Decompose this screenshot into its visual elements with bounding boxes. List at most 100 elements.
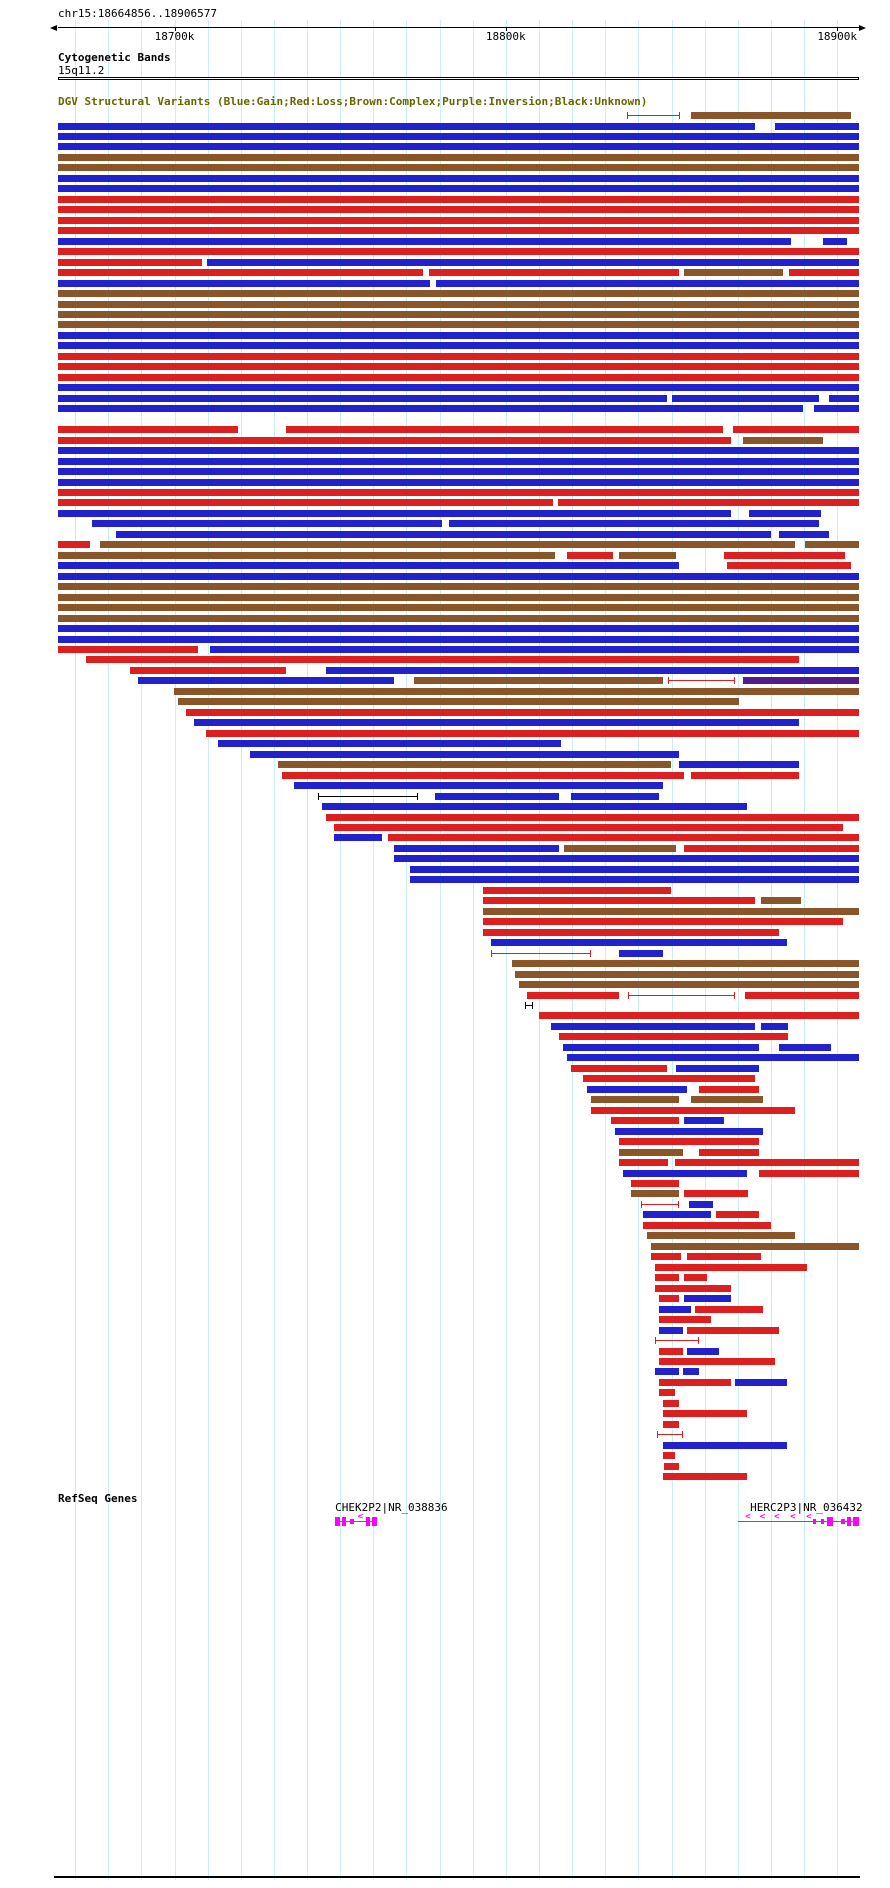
variant-bar[interactable]	[618, 949, 663, 957]
variant-bar[interactable]	[490, 939, 787, 947]
variant-bar[interactable]	[684, 1295, 731, 1303]
variant-bar[interactable]	[676, 1064, 759, 1072]
variant-bar[interactable]	[174, 687, 859, 695]
variant-bar[interactable]	[58, 468, 859, 475]
variant-bar[interactable]	[657, 1431, 683, 1439]
variant-bar[interactable]	[58, 300, 859, 308]
variant-bar[interactable]	[686, 1253, 762, 1261]
variant-bar[interactable]	[564, 844, 677, 852]
variant-bar[interactable]	[58, 237, 791, 245]
variant-bar[interactable]	[662, 1399, 679, 1407]
variant-bar[interactable]	[684, 844, 859, 852]
variant-bar[interactable]	[482, 918, 843, 926]
variant-bar[interactable]	[326, 813, 859, 821]
variant-bar[interactable]	[58, 122, 755, 130]
variant-bar[interactable]	[178, 698, 739, 706]
variant-bar[interactable]	[658, 1357, 775, 1365]
variant-bar[interactable]	[658, 1326, 683, 1334]
variant-bar[interactable]	[814, 405, 859, 413]
gene-exon[interactable]	[813, 1519, 817, 1524]
variant-bar[interactable]	[686, 1326, 779, 1334]
variant-bar[interactable]	[58, 143, 859, 151]
variant-bar[interactable]	[804, 541, 859, 549]
variant-bar[interactable]	[650, 1242, 859, 1250]
variant-bar[interactable]	[490, 949, 591, 957]
variant-bar[interactable]	[761, 1022, 789, 1030]
variant-bar[interactable]	[628, 991, 735, 999]
variant-bar[interactable]	[526, 991, 619, 999]
variant-bar[interactable]	[658, 1295, 679, 1303]
variant-bar[interactable]	[698, 1085, 759, 1093]
gene-exon[interactable]	[840, 1519, 845, 1524]
variant-bar[interactable]	[630, 1179, 679, 1187]
variant-bar[interactable]	[58, 279, 430, 287]
variant-bar[interactable]	[58, 310, 859, 318]
variant-bar[interactable]	[658, 1389, 675, 1397]
variant-bar[interactable]	[206, 729, 859, 737]
variant-bar[interactable]	[334, 824, 843, 831]
gene-exon[interactable]	[372, 1517, 377, 1526]
variant-bar[interactable]	[58, 593, 859, 601]
variant-bar[interactable]	[618, 1148, 683, 1156]
variant-bar[interactable]	[58, 269, 423, 277]
variant-bar[interactable]	[434, 792, 559, 800]
variant-bar[interactable]	[210, 646, 859, 653]
variant-bar[interactable]	[58, 363, 859, 371]
variant-bar[interactable]	[684, 269, 783, 277]
variant-bar[interactable]	[668, 677, 735, 685]
variant-bar[interactable]	[823, 237, 847, 245]
variant-bar[interactable]	[662, 1441, 787, 1449]
variant-bar[interactable]	[58, 248, 859, 256]
variant-bar[interactable]	[694, 1305, 763, 1313]
variant-bar[interactable]	[654, 1337, 699, 1344]
variant-bar[interactable]	[689, 1200, 714, 1208]
variant-bar[interactable]	[646, 1232, 795, 1240]
variant-bar[interactable]	[828, 394, 859, 402]
gene-exon[interactable]	[847, 1517, 851, 1526]
variant-bar[interactable]	[788, 269, 859, 277]
variant-bar[interactable]	[658, 1316, 711, 1324]
variant-bar[interactable]	[58, 604, 859, 612]
variant-bar[interactable]	[58, 331, 859, 339]
variant-bar[interactable]	[394, 844, 559, 852]
variant-bar[interactable]	[654, 1263, 807, 1271]
variant-bar[interactable]	[318, 792, 419, 800]
variant-bar[interactable]	[428, 269, 679, 277]
gene-exon[interactable]	[852, 1517, 859, 1526]
gene-exon[interactable]	[820, 1519, 824, 1524]
variant-bar[interactable]	[654, 1368, 679, 1376]
variant-bar[interactable]	[662, 1410, 747, 1418]
variant-bar[interactable]	[436, 279, 859, 287]
variant-bar[interactable]	[745, 991, 859, 999]
variant-bar[interactable]	[630, 1190, 679, 1198]
variant-bar[interactable]	[58, 206, 859, 214]
variant-bar[interactable]	[618, 551, 677, 559]
variant-bar[interactable]	[394, 855, 859, 863]
variant-bar[interactable]	[590, 1106, 795, 1114]
variant-bar[interactable]	[58, 614, 859, 622]
variant-bar[interactable]	[58, 153, 859, 161]
variant-bar[interactable]	[448, 520, 819, 528]
variant-bar[interactable]	[58, 572, 859, 580]
variant-bar[interactable]	[626, 112, 680, 119]
variant-bar[interactable]	[726, 562, 851, 570]
variant-bar[interactable]	[250, 750, 679, 758]
variant-bar[interactable]	[58, 290, 859, 297]
variant-bar[interactable]	[58, 478, 859, 486]
variant-bar[interactable]	[482, 928, 779, 936]
variant-bar[interactable]	[58, 352, 859, 360]
variant-bar[interactable]	[690, 1096, 763, 1104]
variant-bar[interactable]	[674, 1159, 859, 1166]
variant-bar[interactable]	[654, 1274, 679, 1282]
variant-bar[interactable]	[334, 834, 383, 842]
variant-bar[interactable]	[678, 761, 799, 769]
variant-bar[interactable]	[130, 666, 287, 674]
variant-bar[interactable]	[58, 394, 667, 402]
variant-bar[interactable]	[58, 447, 859, 454]
variant-bar[interactable]	[622, 1169, 747, 1177]
gene-label[interactable]: CHEK2P2|NR_038836	[335, 1501, 448, 1514]
variant-bar[interactable]	[724, 551, 845, 559]
variant-bar[interactable]	[482, 897, 755, 905]
